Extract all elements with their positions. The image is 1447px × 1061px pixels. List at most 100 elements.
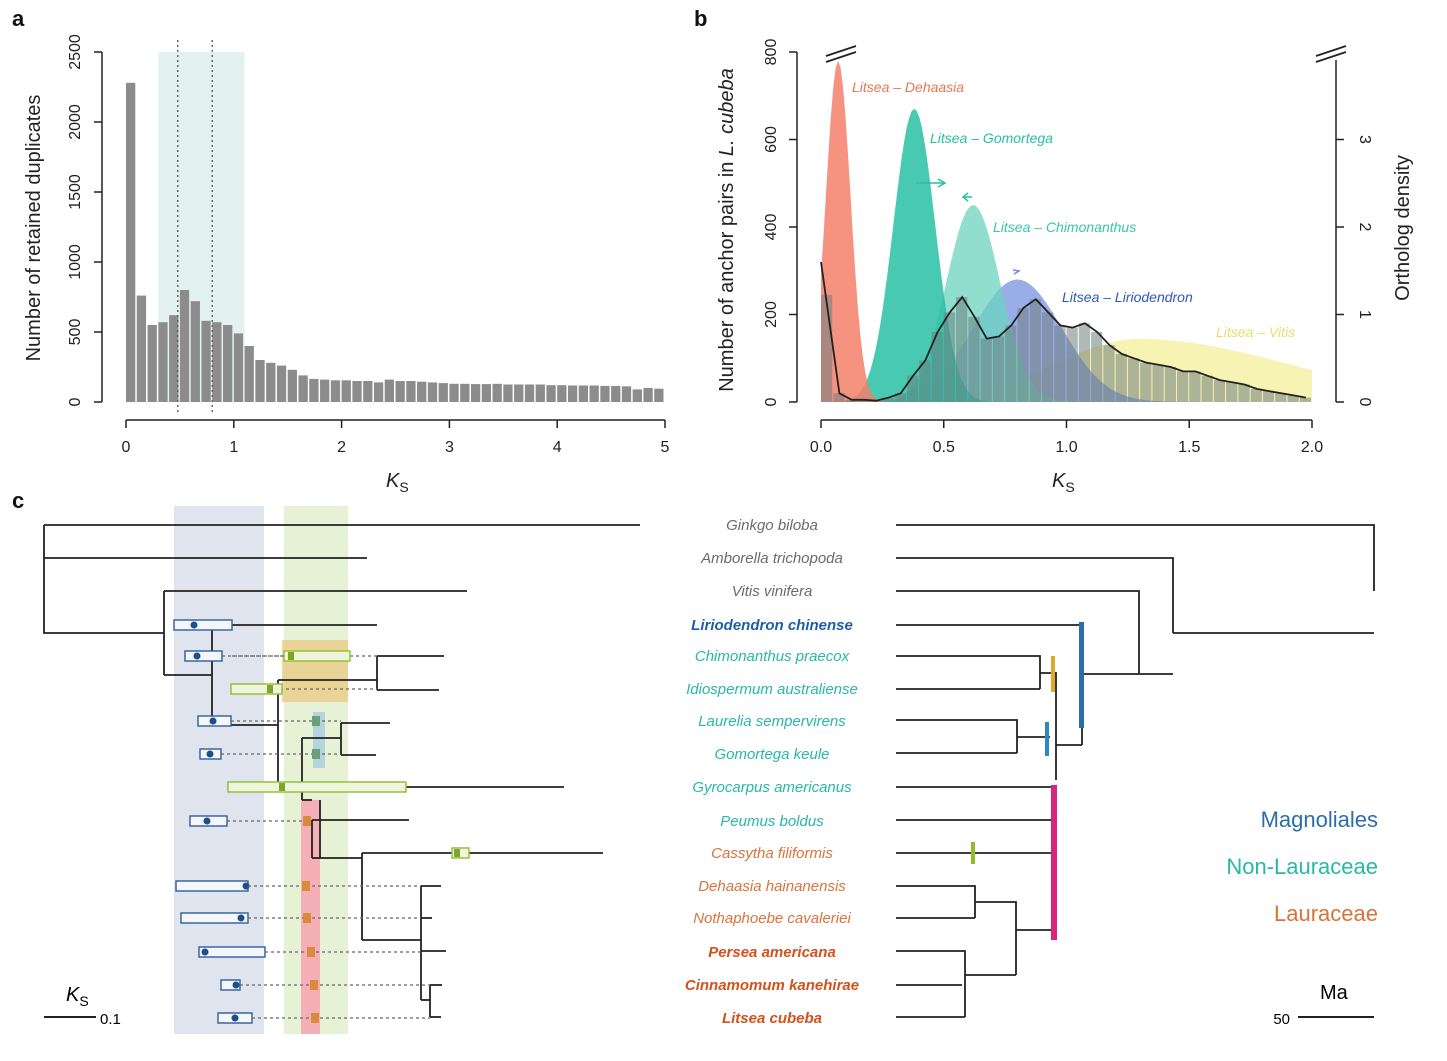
ks-tree xyxy=(43,524,640,1018)
panel-a-bar xyxy=(330,380,341,402)
panel-a-ylabel: Number of retained duplicates xyxy=(23,95,45,362)
panel-b-anchor-bar xyxy=(1066,327,1078,402)
panel-b-xlabel: KS xyxy=(1052,470,1075,495)
ks-peak-green xyxy=(454,849,460,857)
panel-b-x-tick-label: 1.5 xyxy=(1178,439,1200,456)
timetree xyxy=(896,524,1375,1018)
panel-a-bar xyxy=(427,382,438,402)
panel-b-anchor-bar xyxy=(980,338,992,402)
clade-legend: Magnoliales Non-Lauraceae Lauraceae xyxy=(1226,807,1378,926)
species-label: Ginkgo biloba xyxy=(726,517,818,534)
panel-a-bar xyxy=(589,385,599,402)
blue-wgd-mark xyxy=(1045,722,1049,756)
ks-peak-blue xyxy=(232,981,240,989)
panel-a-bar xyxy=(621,386,632,402)
species-label: Gyrocarpus americanus xyxy=(692,779,852,796)
panel-b-y2-tick-label: 2 xyxy=(1356,223,1373,232)
panel-b-anchor-bar xyxy=(1201,375,1213,402)
panel-a-bar xyxy=(406,381,416,402)
panel-a-bar xyxy=(373,382,384,402)
ks-peak-orange xyxy=(310,980,318,990)
panel-label-a: a xyxy=(12,6,25,31)
ks-peak-blue xyxy=(203,817,211,825)
panel-a-bar xyxy=(481,384,492,402)
panel-a-bar xyxy=(223,325,233,402)
panel-b-y-tick-label: 800 xyxy=(763,39,780,66)
panel-b-anchor-bar xyxy=(1041,312,1054,402)
panel-a-bar xyxy=(470,384,481,402)
panel-a-x-tick-label: 1 xyxy=(229,439,238,456)
panel-b-smoothed-line xyxy=(820,261,1307,402)
panel-a-bar xyxy=(255,360,265,402)
panel-a-bar xyxy=(126,82,136,403)
ks-peak-green xyxy=(279,783,285,791)
legend-lauraceae: Lauraceae xyxy=(1274,901,1378,926)
species-label: Amborella trichopoda xyxy=(700,550,843,567)
series-label-dehaasia: Litsea – Dehaasia xyxy=(852,79,964,95)
panel-b-anchor-bar xyxy=(943,312,956,402)
panel-a-bar xyxy=(557,385,567,402)
panel-a-bar xyxy=(287,369,297,402)
panel-b-density: Litsea – Dehaasia Litsea – Gomortega Litse… xyxy=(716,39,1414,495)
ks-peak-blue xyxy=(242,882,250,890)
ks-peak-green xyxy=(267,685,273,693)
panel-a-bar xyxy=(460,383,470,402)
ks-peak-blue xyxy=(237,914,245,922)
legend-magnoliales: Magnoliales xyxy=(1261,807,1378,832)
panel-b-anchor-bar xyxy=(1091,332,1103,402)
series-label-liriodendron: Litsea – Liriodendron xyxy=(1062,289,1193,305)
panel-label-c: c xyxy=(12,488,24,513)
panel-b-anchor-bars xyxy=(821,294,1311,402)
species-label: Idiospermum australiense xyxy=(686,681,858,698)
ks-interval-green xyxy=(283,650,351,662)
panel-a-bar xyxy=(632,389,642,402)
panel-a-dashed-lines xyxy=(177,40,213,412)
panel-a-bar xyxy=(600,385,610,402)
panel-b-x-tick-label: 1.0 xyxy=(1055,439,1077,456)
panel-a-y-tick-label: 2500 xyxy=(67,34,84,70)
panel-a-bar xyxy=(546,385,556,402)
panel-b-y2-tick-label: 1 xyxy=(1356,310,1373,319)
axis-break-left xyxy=(825,45,857,63)
panel-a-bar xyxy=(244,346,254,402)
panel-b-series-labels: Litsea – Dehaasia Litsea – Gomortega Litse… xyxy=(852,79,1295,340)
panel-b-anchor-bar xyxy=(1287,395,1299,402)
magnoliales-bar xyxy=(1079,622,1084,728)
ks-interval-blue xyxy=(184,650,223,662)
panel-a-bar xyxy=(179,290,190,402)
panel-a-bar xyxy=(212,322,222,402)
panel-b-y-tick-label: 600 xyxy=(763,126,780,153)
species-label: Litsea cubeba xyxy=(722,1010,822,1027)
panel-b-ylabel: Number of anchor pairs in L. cubeba xyxy=(716,68,738,392)
panel-a-x-tick-label: 3 xyxy=(445,439,454,456)
panel-b-anchor-bar xyxy=(1029,299,1041,402)
panel-b-anchor-bar xyxy=(931,332,943,402)
ks-peak-blue xyxy=(231,1014,239,1022)
panel-a-bar xyxy=(276,365,287,402)
panel-a-xlabel: KS xyxy=(386,470,409,495)
species-label: Persea americana xyxy=(708,944,836,961)
panel-b-x-tick-label: 0.5 xyxy=(933,439,955,456)
panel-b-anchor-bar xyxy=(894,393,906,402)
ks-peak-blue xyxy=(190,621,198,629)
panel-b-anchor-bar xyxy=(919,360,931,402)
panel-b-anchor-bar xyxy=(821,294,833,402)
panel-a-y-tick-label: 0 xyxy=(67,397,84,406)
panel-b-anchor-bar xyxy=(1226,382,1238,402)
panel-b-y2label: Ortholog density xyxy=(1392,155,1414,301)
arrow-left xyxy=(961,192,972,202)
ma-scale-label: Ma xyxy=(1320,982,1349,1004)
species-label: Nothaphoebe cavaleriei xyxy=(693,910,851,927)
panel-a-y-tick-label: 500 xyxy=(67,319,84,346)
panel-b-anchor-bar xyxy=(1299,397,1311,402)
ks-peak-orange xyxy=(303,816,311,826)
panel-label-b: b xyxy=(694,6,707,31)
ks-interval-blue xyxy=(173,619,233,631)
panel-a-x-tick-label: 5 xyxy=(661,439,670,456)
panel-b-anchor-bar xyxy=(1262,391,1275,402)
panel-a-bar xyxy=(611,385,621,402)
panel-b-y-tick-label: 400 xyxy=(763,214,780,241)
axis-break-right xyxy=(1315,45,1347,63)
magenta-bar xyxy=(1051,785,1057,940)
